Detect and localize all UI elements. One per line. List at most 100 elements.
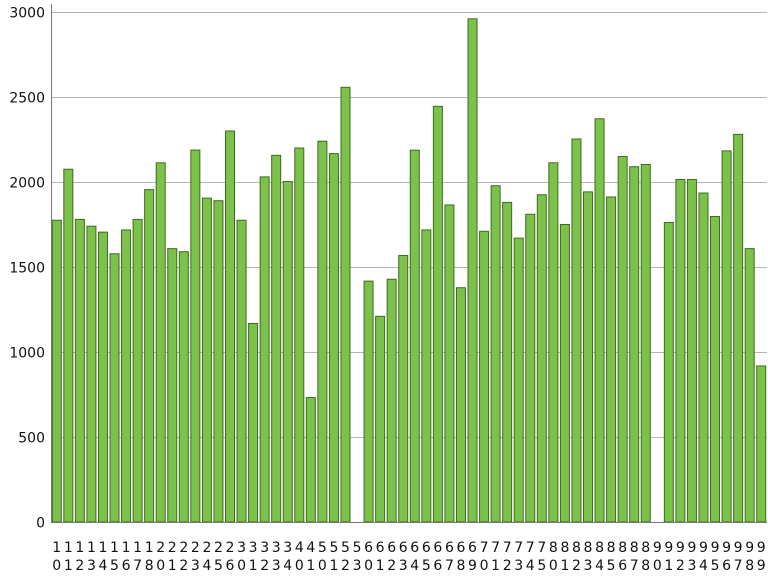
bar-91 xyxy=(663,221,674,523)
bar-18 xyxy=(144,189,155,523)
y-tick-label: 3000 xyxy=(9,6,45,22)
bar-72 xyxy=(502,201,513,523)
bar-83 xyxy=(583,191,594,523)
bar-68 xyxy=(455,287,466,523)
bar-84 xyxy=(594,118,605,523)
bar-24 xyxy=(201,197,212,523)
bar-22 xyxy=(178,251,189,523)
bar-41 xyxy=(305,397,316,523)
bar-74 xyxy=(525,213,536,523)
bar-64 xyxy=(409,149,420,523)
bar-85 xyxy=(606,196,617,523)
bar-25 xyxy=(213,200,224,523)
bar-12 xyxy=(74,218,85,523)
bar-15 xyxy=(109,253,120,523)
bar-60 xyxy=(363,280,374,523)
y-tick-label: 2500 xyxy=(9,91,45,107)
bar-31 xyxy=(248,322,259,523)
bar-97 xyxy=(733,133,744,523)
bars xyxy=(51,18,767,523)
bar-33 xyxy=(271,154,282,523)
bar-71 xyxy=(490,185,501,523)
bar-81 xyxy=(559,224,570,523)
y-tick-label: 1000 xyxy=(9,346,45,362)
bar-11 xyxy=(63,168,74,523)
bar-17 xyxy=(132,218,143,523)
bar-51 xyxy=(328,153,339,523)
bar-10 xyxy=(51,219,62,523)
bar-96 xyxy=(721,150,732,523)
bar-70 xyxy=(479,230,490,523)
bar-23 xyxy=(190,149,201,523)
y-tick-label: 2000 xyxy=(9,176,45,192)
bar-63 xyxy=(398,254,409,523)
bar-32 xyxy=(259,176,270,523)
bar-86 xyxy=(617,156,628,523)
axes xyxy=(51,4,767,523)
x-tick-labels: 1 01 11 21 31 41 51 61 71 82 02 12 22 32 42 52 63 03 13 23 3… xyxy=(52,540,765,574)
bar-73 xyxy=(513,237,524,523)
y-tick-labels: 0 500 1000 1500 2000 2500 3000 xyxy=(9,6,45,532)
bar-65 xyxy=(421,229,432,523)
bar-13 xyxy=(86,225,97,523)
bar-88 xyxy=(640,163,651,523)
bar-40 xyxy=(294,147,305,523)
y-tick-label: 0 xyxy=(36,516,45,532)
bar-92 xyxy=(675,178,686,523)
bar-20 xyxy=(155,162,166,523)
bar-67 xyxy=(444,204,455,523)
bar-98 xyxy=(744,248,755,523)
